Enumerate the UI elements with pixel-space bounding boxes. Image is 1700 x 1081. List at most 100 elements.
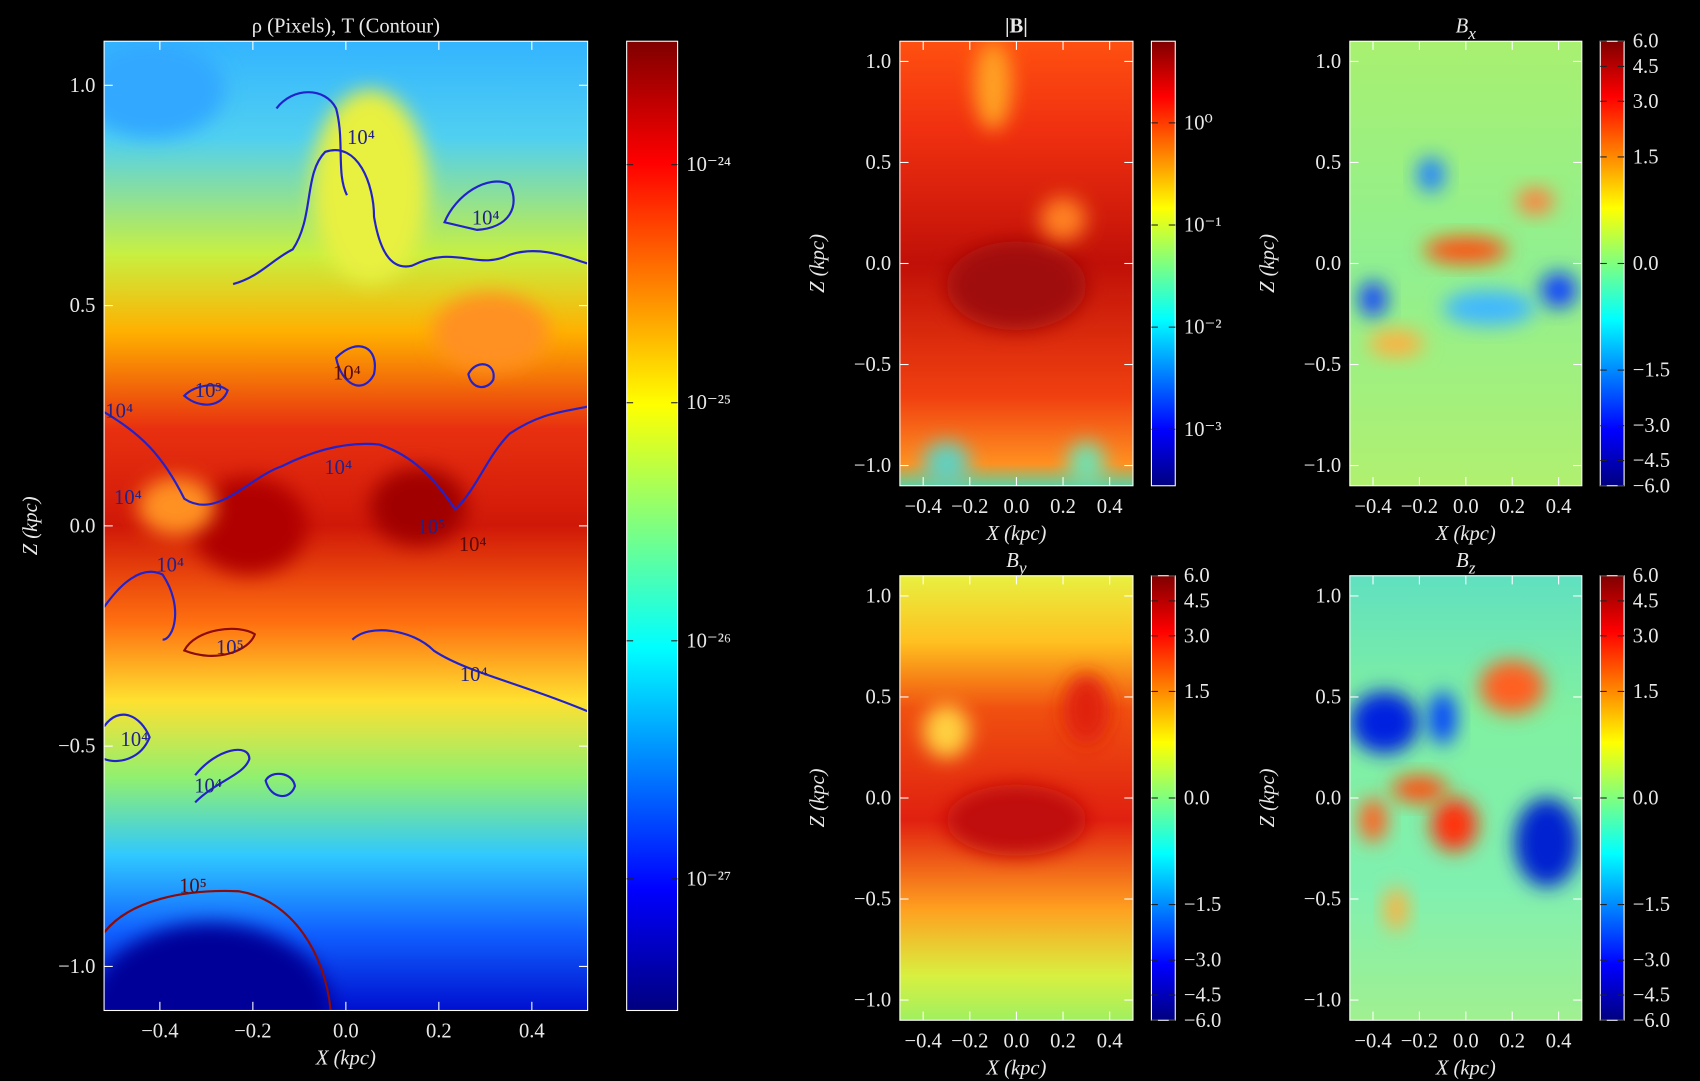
panel-title: By <box>1006 550 1027 578</box>
x-tick-label: 0.2 <box>1050 1030 1076 1052</box>
heatmap-feature <box>1368 330 1425 357</box>
heatmap <box>1349 41 1582 486</box>
heatmap-feature <box>1479 660 1545 714</box>
heatmap-feature <box>1391 775 1448 803</box>
contour-label: 10⁴ <box>114 487 142 509</box>
colorbar-tick-label: 10⁻²⁵ <box>686 392 731 414</box>
y-tick-label: 1.0 <box>70 75 96 97</box>
colorbar <box>1150 40 1176 487</box>
heatmap-feature <box>1514 797 1580 887</box>
colorbar-tick-label: −4.5 <box>1633 985 1670 1007</box>
heatmap-feature <box>432 293 549 371</box>
colorbar-tick-label: −6.0 <box>1633 475 1670 497</box>
panel-title: Bx <box>1456 16 1477 44</box>
contour-label: 10⁴ <box>121 729 149 751</box>
y-tick-label: −0.5 <box>854 354 891 376</box>
x-tick-label: −0.4 <box>905 1030 942 1052</box>
y-tick-label: −1.0 <box>1304 455 1341 477</box>
colorbar-tick-label: −3.0 <box>1633 950 1670 972</box>
y-tick-label: 0.0 <box>1315 253 1341 275</box>
heatmap-feature <box>946 784 1087 856</box>
contour-label: 10⁴ <box>347 127 375 149</box>
colorbar-tick-label: −1.5 <box>1184 894 1221 916</box>
heatmap-feature <box>137 477 216 536</box>
colorbar-tick-label: −1.5 <box>1633 360 1670 382</box>
panel-title: |B| <box>1005 16 1028 38</box>
contour-label: 10⁴ <box>472 207 500 229</box>
contour-label: 10⁴ <box>460 664 488 686</box>
heatmap-feature <box>1540 272 1578 308</box>
colorbar-tick-label: −4.5 <box>1184 985 1221 1007</box>
colorbar-tick-label: −6.0 <box>1184 1010 1221 1032</box>
colorbar-tick-label: 4.5 <box>1633 590 1659 612</box>
colorbar-tick-label: 10⁻³ <box>1184 419 1222 441</box>
colorbar-tick-label: 4.5 <box>1633 56 1659 78</box>
heatmap-feature <box>923 704 970 758</box>
heatmap <box>899 575 1133 1021</box>
contour-line <box>104 570 177 641</box>
colorbar-tick-label: 6.0 <box>1633 565 1659 587</box>
x-tick-label: 0.0 <box>1453 1030 1479 1052</box>
contour-label: 10⁴ <box>333 362 361 384</box>
colorbar-tick-label: −3.0 <box>1633 415 1670 437</box>
colorbar-tick-label: 10⁻¹ <box>1184 215 1222 237</box>
heatmap-feature <box>974 41 1012 131</box>
y-axis-label: Z (kpc) <box>1257 234 1279 293</box>
x-tick-label: −0.2 <box>234 1021 271 1043</box>
x-tick-label: 0.2 <box>1499 1030 1525 1052</box>
heatmap-feature <box>104 41 225 139</box>
heatmap-feature <box>1428 691 1457 745</box>
y-axis-label: Z (kpc) <box>1257 768 1279 827</box>
contour-line <box>351 629 588 713</box>
colorbar-tick-label: 0.0 <box>1633 253 1659 275</box>
x-axis-label: X (kpc) <box>985 1057 1046 1079</box>
contour-label: 10⁵ <box>179 875 207 897</box>
y-tick-label: −0.5 <box>1304 889 1341 911</box>
x-tick-label: 0.2 <box>1499 496 1525 518</box>
heatmap-feature <box>1442 290 1536 326</box>
x-tick-label: 0.0 <box>333 1021 359 1043</box>
colorbar-tick-label: 10⁻² <box>1184 317 1222 339</box>
y-tick-label: −0.5 <box>854 889 891 911</box>
y-tick-label: −1.0 <box>1304 990 1341 1012</box>
y-tick-label: 1.0 <box>865 585 891 607</box>
contour-line <box>182 384 229 406</box>
colorbar-tick-label: 3.0 <box>1633 91 1659 113</box>
y-tick-label: 0.5 <box>865 152 891 174</box>
title-subscript: z <box>1468 559 1476 578</box>
y-tick-label: 0.5 <box>865 686 891 708</box>
x-tick-label: −0.4 <box>1354 496 1391 518</box>
colorbar-tick-label: −1.5 <box>1633 894 1670 916</box>
y-tick-label: 1.0 <box>1315 585 1341 607</box>
x-tick-label: 0.4 <box>1097 1030 1123 1052</box>
y-tick-label: −1.0 <box>854 990 891 1012</box>
heatmap-feature <box>1431 797 1478 852</box>
y-tick-label: 0.5 <box>1315 686 1341 708</box>
x-tick-label: −0.4 <box>905 496 942 518</box>
contour-label: 10⁴ <box>459 534 487 556</box>
x-tick-label: −0.2 <box>951 496 988 518</box>
title-subscript: y <box>1017 559 1027 578</box>
colorbar-tick-label: 4.5 <box>1184 590 1210 612</box>
heatmap-feature <box>1349 691 1420 754</box>
y-tick-label: 0.0 <box>70 515 96 537</box>
colorbar-tick-label: 1.5 <box>1633 681 1659 703</box>
x-tick-label: −0.2 <box>1401 496 1438 518</box>
contour-line <box>232 149 588 286</box>
x-tick-label: 0.4 <box>1546 1030 1572 1052</box>
y-tick-label: 0.0 <box>1315 787 1341 809</box>
heatmap-feature <box>1359 281 1387 317</box>
colorbar-tick-label: 3.0 <box>1184 625 1210 647</box>
contour-label: 10⁴ <box>194 776 222 798</box>
x-axis-label: X (kpc) <box>315 1048 376 1070</box>
heatmap-feature <box>1359 797 1387 843</box>
panel-title: Bz <box>1456 550 1476 578</box>
heatmap-feature <box>1516 187 1554 215</box>
heatmap-feature <box>923 441 970 486</box>
y-tick-label: −0.5 <box>58 736 95 758</box>
title-symbol: B <box>1006 550 1019 572</box>
contour-label: 10³ <box>195 380 222 402</box>
x-tick-label: −0.4 <box>141 1021 178 1043</box>
